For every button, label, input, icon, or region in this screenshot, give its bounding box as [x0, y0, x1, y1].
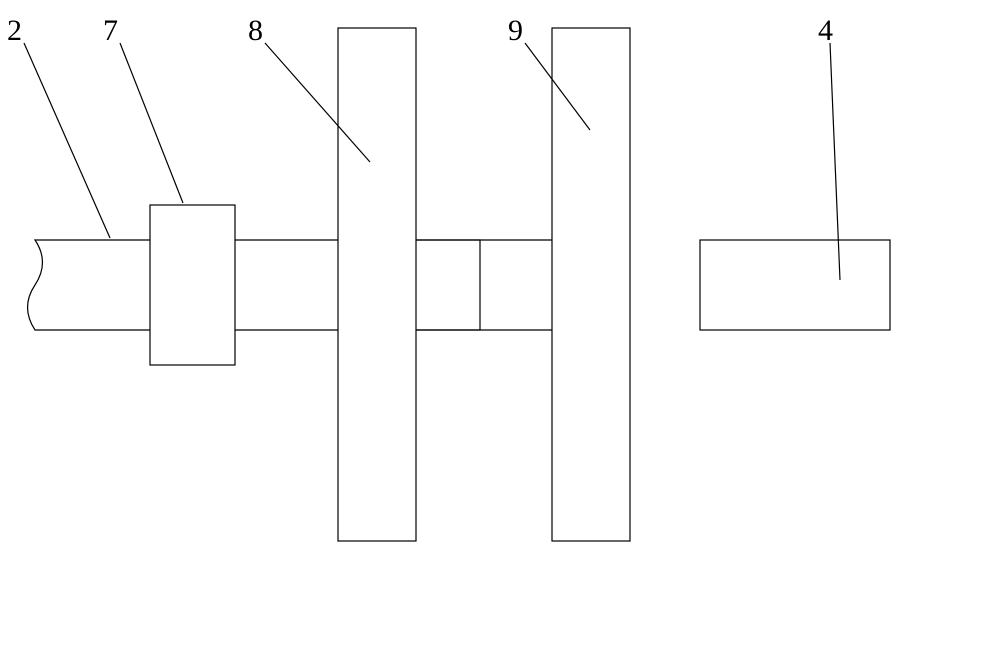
engineering-diagram: 2 7 8 9 4: [0, 0, 1000, 656]
label-7: 7: [103, 14, 118, 47]
label-4: 4: [818, 14, 833, 47]
shaft-stub-4: [700, 240, 890, 330]
label-8: 8: [248, 14, 263, 47]
label-2: 2: [7, 14, 22, 47]
label-9: 9: [508, 14, 523, 47]
leader-line-2: [24, 43, 110, 238]
plate-9: [552, 28, 630, 541]
leader-line-7: [120, 43, 183, 203]
collar-7: [150, 205, 235, 365]
plate-8: [338, 28, 416, 541]
